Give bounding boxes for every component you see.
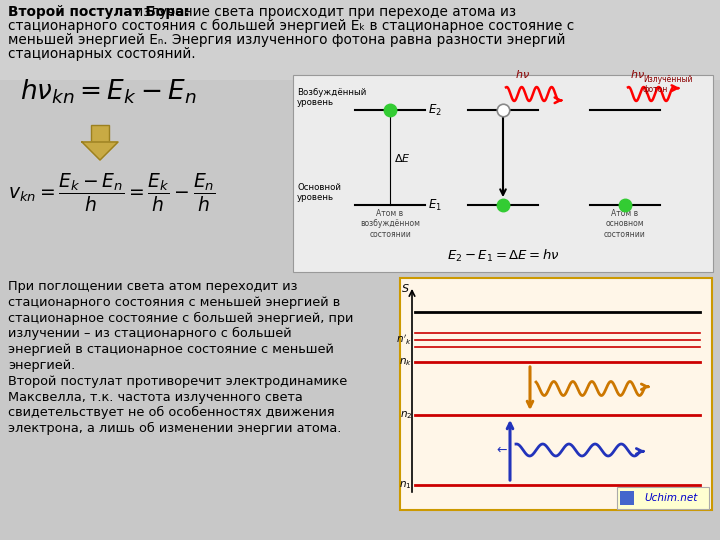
Text: энергией в стационарное состояние с меньшей: энергией в стационарное состояние с мень… xyxy=(8,343,334,356)
Text: Основной
уровень: Основной уровень xyxy=(297,183,341,202)
Text: $h\nu$: $h\nu$ xyxy=(630,68,645,80)
Text: Атом в
возбуждённом
состоянии: Атом в возбуждённом состоянии xyxy=(360,209,420,239)
Text: $n_k$: $n_k$ xyxy=(399,356,412,368)
Text: излучении – из стационарного с большей: излучении – из стационарного с большей xyxy=(8,327,292,341)
FancyBboxPatch shape xyxy=(293,75,713,272)
Text: Uchim.net: Uchim.net xyxy=(644,493,698,503)
Polygon shape xyxy=(82,142,118,160)
Text: $n_1$: $n_1$ xyxy=(400,479,412,491)
Text: Максвелла, т.к. частота излученного света: Максвелла, т.к. частота излученного свет… xyxy=(8,390,302,403)
Text: $E_2 - E_1 = \Delta E = h\nu$: $E_2 - E_1 = \Delta E = h\nu$ xyxy=(446,248,559,264)
Text: ←: ← xyxy=(497,443,507,456)
FancyBboxPatch shape xyxy=(620,491,634,505)
Text: энергией.: энергией. xyxy=(8,359,76,372)
Text: стационарного состояния с меньшей энергией в: стационарного состояния с меньшей энерги… xyxy=(8,296,341,309)
Bar xyxy=(91,125,109,142)
FancyBboxPatch shape xyxy=(0,0,720,80)
Text: электрона, а лишь об изменении энергии атома.: электрона, а лишь об изменении энергии а… xyxy=(8,422,341,435)
Text: свидетельствует не об особенностях движения: свидетельствует не об особенностях движе… xyxy=(8,407,335,420)
Text: Второй постулат Бора:: Второй постулат Бора: xyxy=(8,5,190,19)
Text: $n'_k$: $n'_k$ xyxy=(396,333,412,347)
Text: Атом в
основном
состоянии: Атом в основном состоянии xyxy=(604,209,646,239)
Text: $S$: $S$ xyxy=(401,282,410,294)
FancyBboxPatch shape xyxy=(400,278,712,510)
FancyBboxPatch shape xyxy=(617,487,709,509)
Text: стационарных состояний.: стационарных состояний. xyxy=(8,47,196,61)
Text: стационарное состояние с большей энергией, при: стационарное состояние с большей энергие… xyxy=(8,312,354,325)
Text: меньшей энергией Eₙ. Энергия излученного фотона равна разности энергий: меньшей энергией Eₙ. Энергия излученного… xyxy=(8,33,565,47)
Text: Возбуждённый
уровень: Возбуждённый уровень xyxy=(297,87,366,107)
Text: излучение света происходит при переходе атома из: излучение света происходит при переходе … xyxy=(130,5,516,19)
Text: $h\nu$: $h\nu$ xyxy=(515,68,530,80)
Text: $h\nu_{kn} = E_k - E_n$: $h\nu_{kn} = E_k - E_n$ xyxy=(20,78,197,106)
Text: Второй постулат противоречит электродинамике: Второй постулат противоречит электродина… xyxy=(8,375,347,388)
Text: Излучённый
фотон: Излучённый фотон xyxy=(643,75,693,94)
Text: При поглощении света атом переходит из: При поглощении света атом переходит из xyxy=(8,280,297,293)
Text: $\Delta E$: $\Delta E$ xyxy=(394,152,410,164)
Text: стационарного состояния с большей энергией Eₖ в стационарное состояние с: стационарного состояния с большей энерги… xyxy=(8,19,575,33)
Text: $n_2$: $n_2$ xyxy=(400,409,412,421)
Text: $E_2$: $E_2$ xyxy=(428,103,442,118)
Text: $v_{kn} = \dfrac{E_k - E_n}{h} = \dfrac{E_k}{h} - \dfrac{E_n}{h}$: $v_{kn} = \dfrac{E_k - E_n}{h} = \dfrac{… xyxy=(8,172,216,214)
Text: $E_1$: $E_1$ xyxy=(428,198,442,213)
